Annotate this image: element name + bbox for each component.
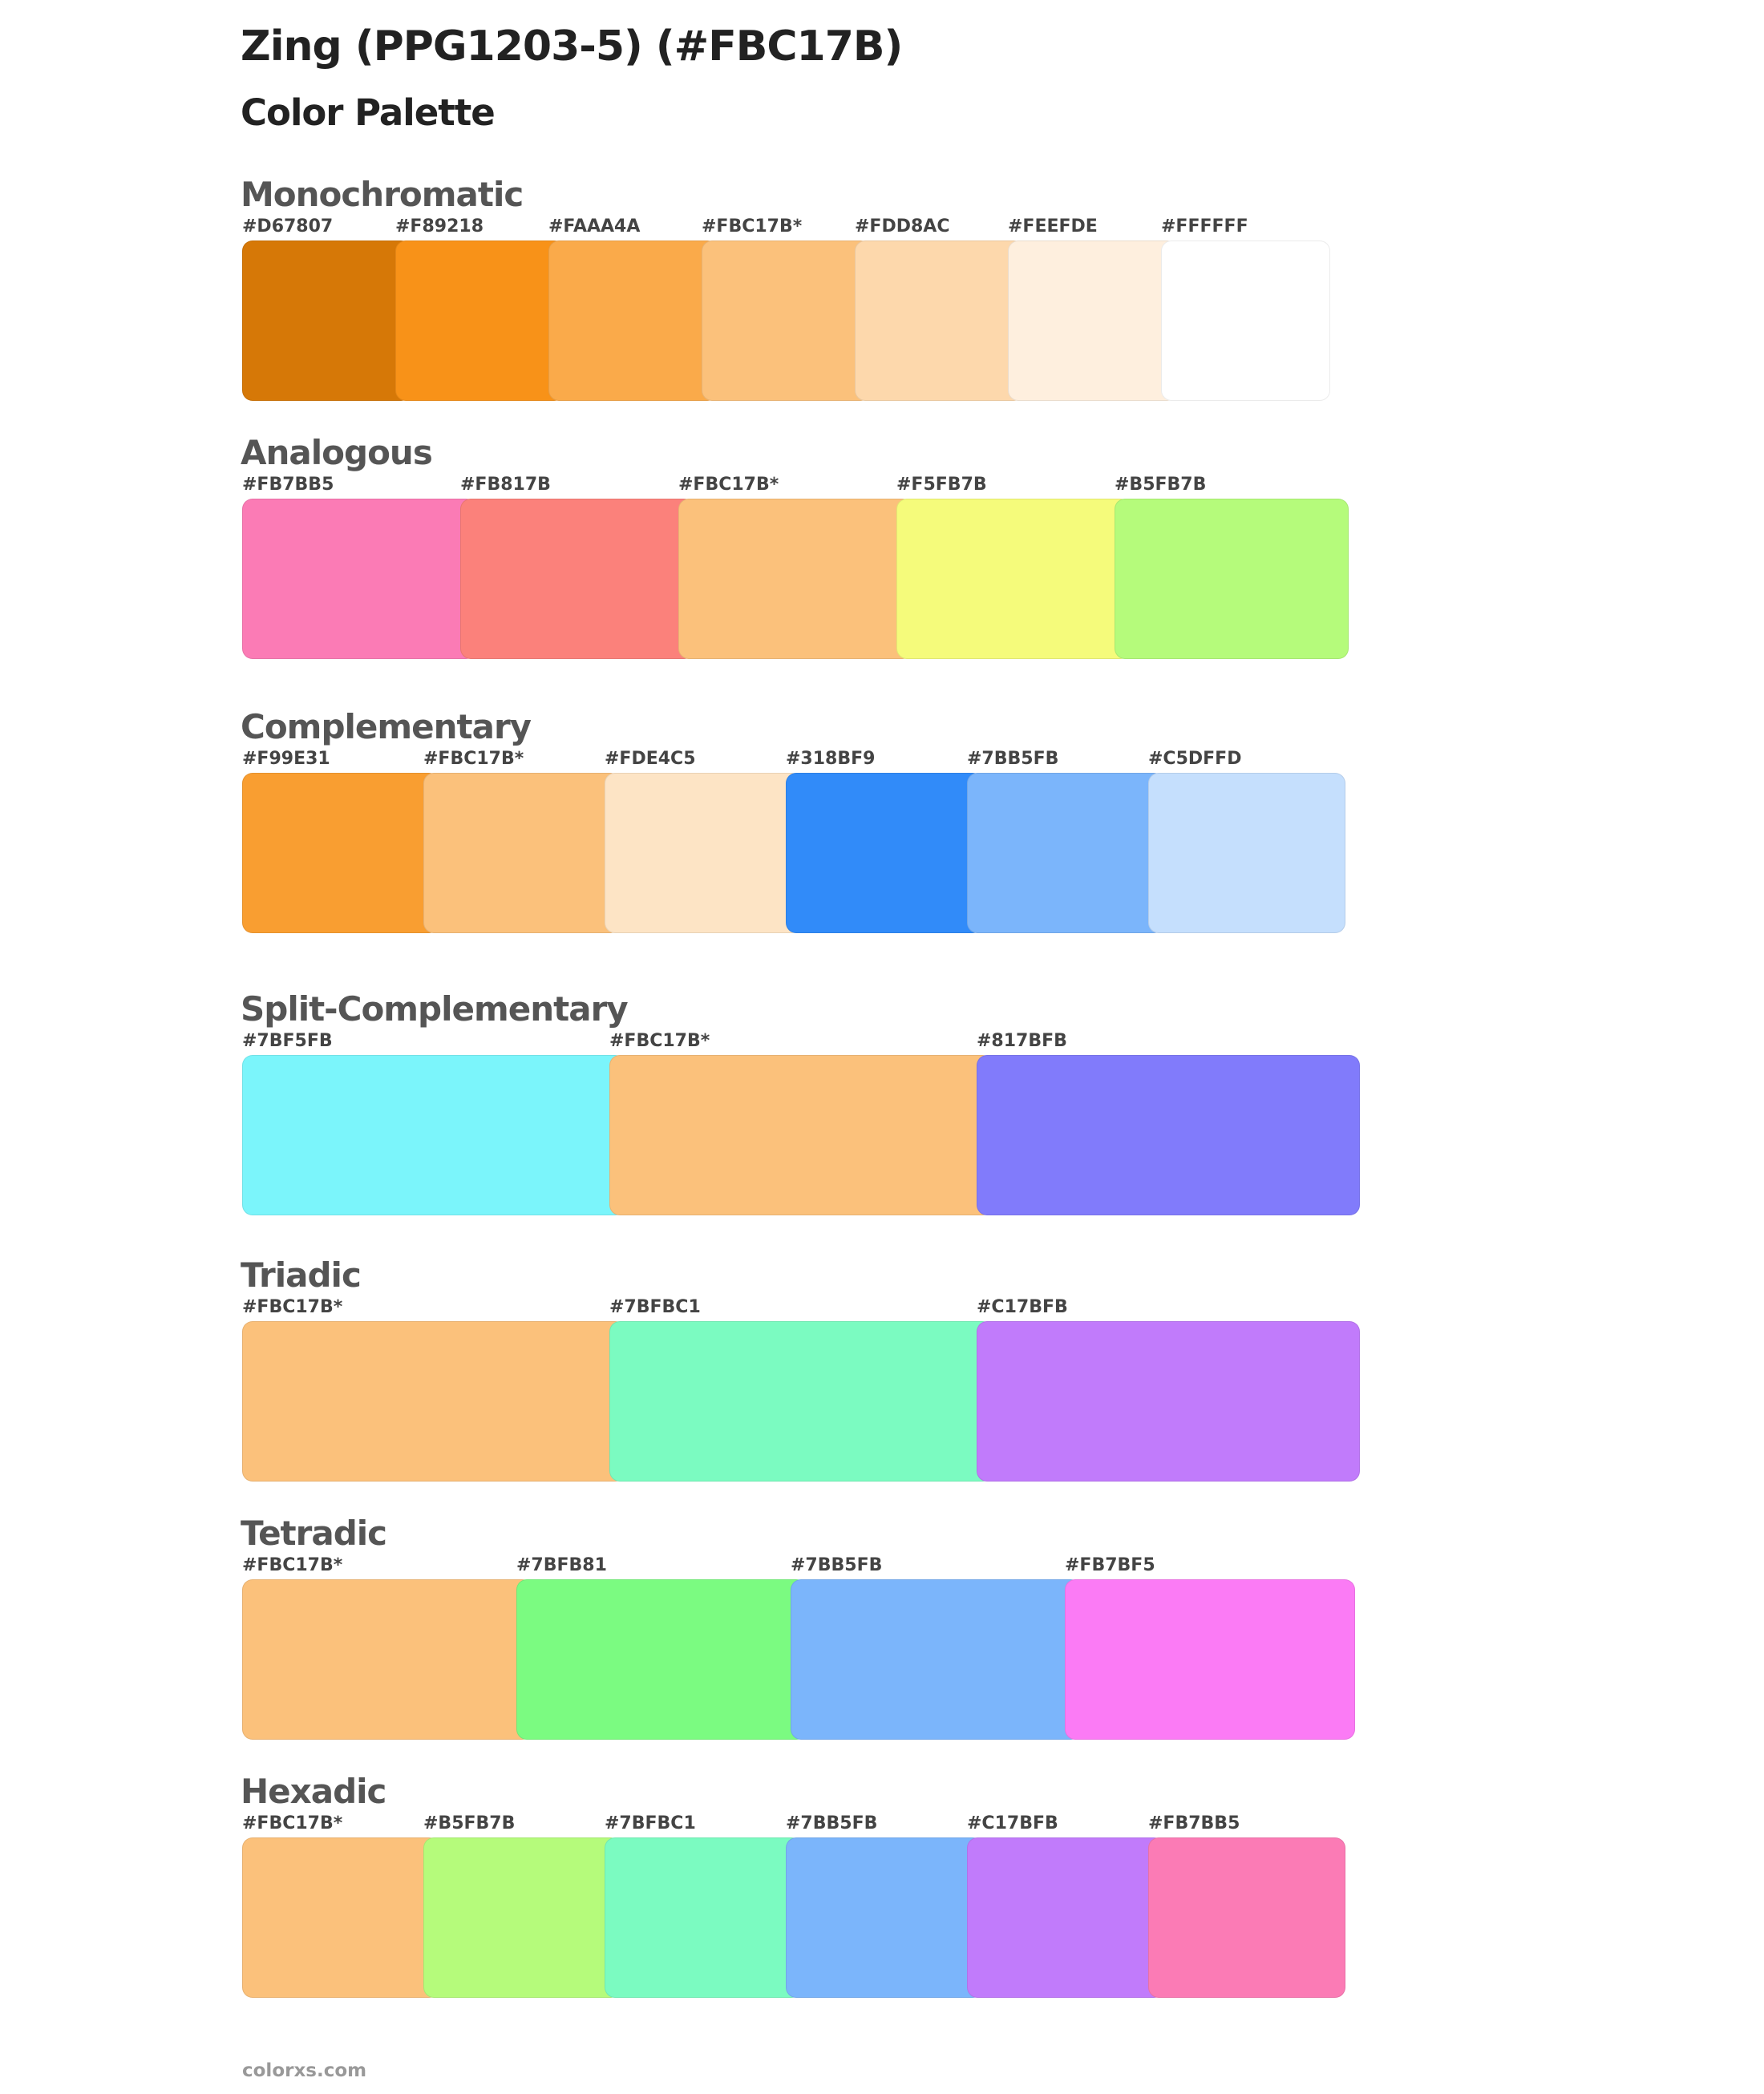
color-swatch[interactable] [855, 241, 1024, 401]
color-swatch[interactable] [605, 1837, 802, 1998]
swatch-row: #7BF5FB #FBC17B* #817BFB [242, 1031, 1365, 1215]
color-swatch[interactable] [516, 1579, 807, 1740]
color-hex-label[interactable]: #817BFB [977, 1031, 1067, 1051]
color-hex-label[interactable]: #7BB5FB [786, 1813, 878, 1833]
section-monochromatic: Monochromatic #D67807 #F89218 #FAAA4A #FBC1… [241, 175, 1365, 497]
color-swatch[interactable] [609, 1321, 993, 1482]
color-swatch[interactable] [548, 241, 718, 401]
color-swatch[interactable] [1115, 499, 1349, 659]
color-swatch[interactable] [967, 1837, 1164, 1998]
color-hex-label[interactable]: #FBC17B* [678, 475, 779, 495]
color-hex-label[interactable]: #7BB5FB [791, 1555, 883, 1575]
color-swatch[interactable] [896, 499, 1131, 659]
color-hex-label[interactable]: #FB817B [460, 475, 551, 495]
color-hex-label[interactable]: #7BFB81 [516, 1555, 607, 1575]
color-hex-label[interactable]: #F5FB7B [896, 475, 987, 495]
color-hex-label[interactable]: #B5FB7B [1115, 475, 1207, 495]
color-swatch[interactable] [1148, 773, 1345, 933]
swatch-row: #D67807 #F89218 #FAAA4A #FBC17B* #FDD8AC #FEE… [242, 216, 1365, 401]
color-swatch[interactable] [678, 499, 912, 659]
section-heading: Split-Complementary [241, 989, 629, 1029]
section-heading: Analogous [241, 433, 433, 472]
color-swatch[interactable] [395, 241, 564, 401]
color-swatch[interactable] [242, 773, 439, 933]
color-swatch[interactable] [605, 773, 802, 933]
color-swatch[interactable] [242, 1837, 439, 1998]
page-title: Zing (PPG1203-5) (#FBC17B) [241, 22, 903, 71]
swatch-row: #FBC17B* #7BFBC1 #C17BFB [242, 1297, 1365, 1482]
color-hex-label[interactable]: #FBC17B* [242, 1297, 343, 1317]
swatch-row: #F99E31 #FBC17B* #FDE4C5 #318BF9 #7BB5FB #C5D… [242, 749, 1365, 933]
color-hex-label[interactable]: #318BF9 [786, 749, 876, 769]
color-hex-label[interactable]: #FAAA4A [548, 216, 641, 236]
color-swatch[interactable] [977, 1055, 1360, 1215]
footer-site-name[interactable]: colorxs.com [242, 2060, 367, 2081]
swatch-row: #FBC17B* #7BFB81 #7BB5FB #FB7BF5 [242, 1555, 1365, 1740]
section-heading: Complementary [241, 707, 532, 746]
color-hex-label[interactable]: #C5DFFD [1148, 749, 1242, 769]
color-hex-label[interactable]: #F99E31 [242, 749, 330, 769]
color-swatch[interactable] [702, 241, 871, 401]
color-hex-label[interactable]: #FEEFDE [1008, 216, 1098, 236]
color-hex-label[interactable]: #7BB5FB [967, 749, 1059, 769]
color-swatch[interactable] [1065, 1579, 1355, 1740]
section-hexadic: Hexadic #FBC17B* #B5FB7B #7BFBC1 #7BB5FB #C1… [241, 1772, 1365, 2094]
color-hex-label[interactable]: #FBC17B* [423, 749, 524, 769]
color-hex-label[interactable]: #C17BFB [967, 1813, 1058, 1833]
swatch-row: #FB7BB5 #FB817B #FBC17B* #F5FB7B #B5FB7B [242, 475, 1365, 659]
color-swatch[interactable] [786, 1837, 983, 1998]
section-heading: Tetradic [241, 1514, 387, 1553]
section-heading: Triadic [241, 1255, 362, 1295]
color-swatch[interactable] [1008, 241, 1177, 401]
color-swatch[interactable] [242, 499, 476, 659]
color-hex-label[interactable]: #FBC17B* [242, 1555, 343, 1575]
color-hex-label[interactable]: #7BF5FB [242, 1031, 333, 1051]
color-swatch[interactable] [967, 773, 1164, 933]
color-hex-label[interactable]: #FB7BF5 [1065, 1555, 1155, 1575]
color-swatch[interactable] [609, 1055, 993, 1215]
color-swatch[interactable] [786, 773, 983, 933]
section-heading: Monochromatic [241, 175, 524, 214]
color-swatch[interactable] [242, 1055, 625, 1215]
page-subtitle: Color Palette [241, 91, 496, 134]
color-swatch[interactable] [242, 1321, 625, 1482]
color-hex-label[interactable]: #F89218 [395, 216, 483, 236]
color-swatch[interactable] [423, 1837, 621, 1998]
color-hex-label[interactable]: #FBC17B* [702, 216, 803, 236]
color-hex-label[interactable]: #7BFBC1 [605, 1813, 696, 1833]
color-swatch[interactable] [242, 241, 411, 401]
color-hex-label[interactable]: #FB7BB5 [242, 475, 334, 495]
color-hex-label[interactable]: #FBC17B* [609, 1031, 710, 1051]
section-heading: Hexadic [241, 1772, 386, 1811]
section-triadic: Triadic #FBC17B* #7BFBC1 #C17BFB [241, 1255, 1365, 1578]
section-analogous: Analogous #FB7BB5 #FB817B #FBC17B* #F5FB7B #… [241, 433, 1365, 755]
color-hex-label[interactable]: #FB7BB5 [1148, 1813, 1240, 1833]
color-swatch[interactable] [791, 1579, 1081, 1740]
swatch-row: #FBC17B* #B5FB7B #7BFBC1 #7BB5FB #C17BFB #FB7… [242, 1813, 1365, 1998]
color-swatch[interactable] [460, 499, 694, 659]
color-hex-label[interactable]: #7BFBC1 [609, 1297, 701, 1317]
color-hex-label[interactable]: #B5FB7B [423, 1813, 516, 1833]
section-complementary: Complementary #F99E31 #FBC17B* #FDE4C5 #318… [241, 707, 1365, 1029]
color-swatch[interactable] [242, 1579, 532, 1740]
color-hex-label[interactable]: #FBC17B* [242, 1813, 343, 1833]
section-split-complementary: Split-Complementary #7BF5FB #FBC17B* #817B… [241, 989, 1365, 1312]
color-hex-label[interactable]: #C17BFB [977, 1297, 1068, 1317]
color-swatch[interactable] [1148, 1837, 1345, 1998]
color-hex-label[interactable]: #FDD8AC [855, 216, 950, 236]
color-swatch[interactable] [977, 1321, 1360, 1482]
color-swatch[interactable] [423, 773, 621, 933]
color-hex-label[interactable]: #FFFFFF [1161, 216, 1248, 236]
color-hex-label[interactable]: #FDE4C5 [605, 749, 696, 769]
color-hex-label[interactable]: #D67807 [242, 216, 334, 236]
section-tetradic: Tetradic #FBC17B* #7BFB81 #7BB5FB #FB7BF5 [241, 1514, 1365, 1836]
color-swatch[interactable] [1161, 241, 1330, 401]
